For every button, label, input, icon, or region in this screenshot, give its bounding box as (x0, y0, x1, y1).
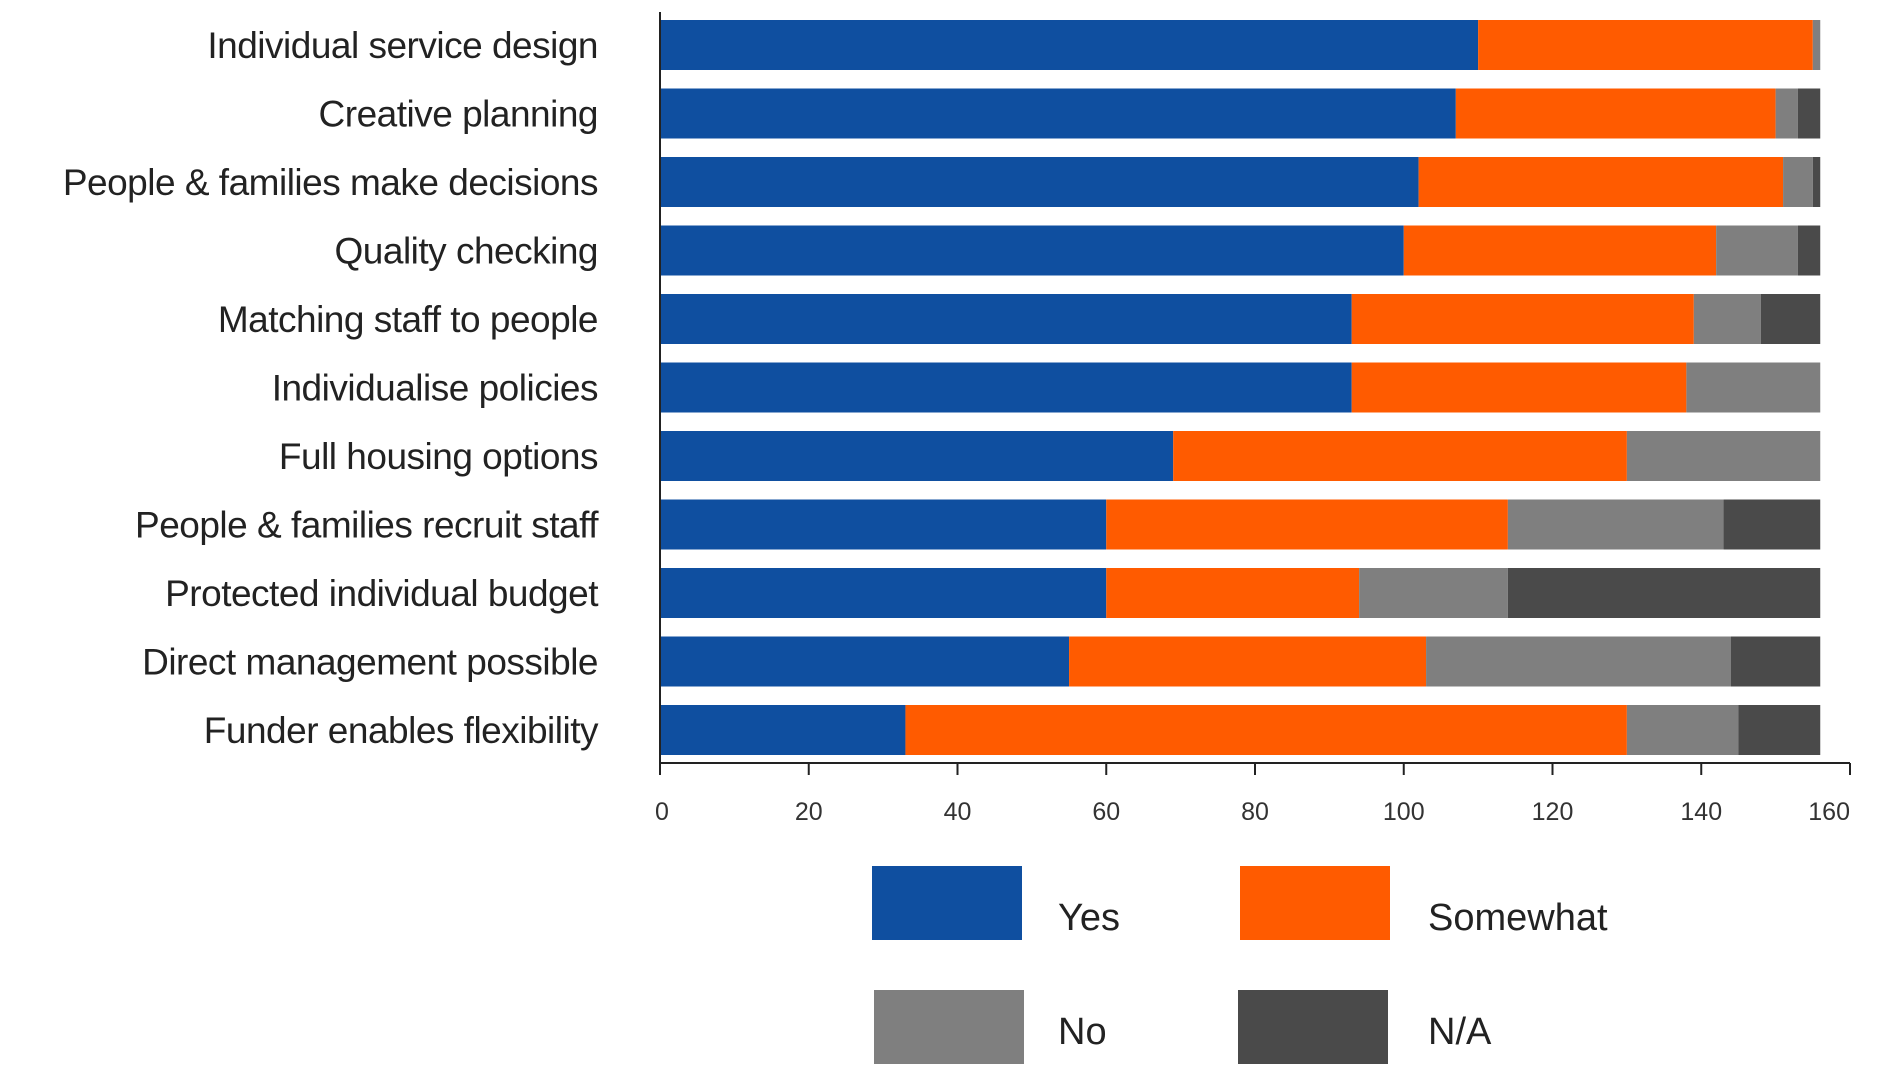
bar-segment-yes (660, 705, 906, 755)
category-label: Matching staff to people (218, 299, 598, 340)
legend: Yes Somewhat No N/A (872, 866, 1608, 1064)
x-tick-label: 0 (655, 798, 669, 826)
bar-segment-somewhat (1403, 225, 1717, 276)
legend-label-no: No (1058, 1011, 1107, 1053)
bar-segment-somewhat (1351, 294, 1694, 344)
x-tick-label: 160 (1808, 798, 1850, 826)
bar-segment-n-a (1812, 157, 1821, 207)
category-label: Full housing options (279, 436, 598, 477)
bar-segment-yes (660, 20, 1479, 70)
category-label: Individual service design (207, 25, 598, 66)
bar-segment-somewhat (1351, 362, 1687, 413)
x-tick-label: 140 (1680, 798, 1722, 826)
legend-label-yes: Yes (1058, 897, 1120, 939)
category-label: Protected individual budget (165, 573, 599, 614)
bar-segment-no (1359, 568, 1508, 618)
bar-segment-yes (660, 568, 1107, 618)
bar-segment-yes (660, 294, 1352, 344)
category-label: Direct management possible (142, 642, 598, 683)
category-labels: Individual service design Creative planni… (63, 25, 600, 751)
bar-segment-yes (660, 362, 1352, 413)
bar-segment-yes (660, 431, 1174, 481)
bar-segment-n-a (1731, 636, 1821, 687)
x-tick-label: 100 (1383, 798, 1425, 826)
bar-segment-somewhat (1106, 499, 1508, 550)
x-tick-label: 80 (1241, 798, 1269, 826)
legend-swatch-n-a (1238, 990, 1388, 1064)
bar-segment-yes (660, 157, 1419, 207)
legend-label-somewhat: Somewhat (1428, 897, 1608, 939)
bar-segment-somewhat (1173, 431, 1627, 481)
bar-segment-yes (660, 225, 1404, 276)
bar-segment-no (1693, 294, 1761, 344)
category-label: Funder enables flexibility (204, 710, 599, 751)
legend-swatch-somewhat (1240, 866, 1390, 940)
x-tick-label: 120 (1532, 798, 1574, 826)
category-label: Individualise policies (272, 368, 598, 409)
bar-segment-n-a (1723, 499, 1821, 550)
bar-segment-somewhat (1418, 157, 1784, 207)
legend-swatch-yes (872, 866, 1022, 940)
bar-segment-no (1775, 88, 1798, 139)
bar-segment-somewhat (905, 705, 1627, 755)
bar-segment-yes (660, 88, 1456, 139)
bar-segment-no (1716, 225, 1798, 276)
bar-segment-yes (660, 636, 1070, 687)
bar-segment-no (1783, 157, 1813, 207)
category-label: People & families recruit staff (135, 505, 599, 546)
bar-segment-no (1626, 705, 1739, 755)
category-label: People & families make decisions (63, 162, 598, 203)
bar-segment-somewhat (1455, 88, 1776, 139)
bar-segment-somewhat (1069, 636, 1427, 687)
bar-segment-no (1426, 636, 1731, 687)
x-tick-label: 60 (1092, 798, 1120, 826)
bars-layer (660, 20, 1821, 755)
x-tick-label: 20 (795, 798, 823, 826)
category-label: Quality checking (335, 231, 598, 272)
legend-label-n-a: N/A (1428, 1011, 1492, 1053)
bar-segment-yes (660, 499, 1107, 550)
x-axis: 0 20 40 60 80 100 120 140 160 (655, 12, 1851, 826)
bar-segment-n-a (1507, 568, 1821, 618)
bar-segment-no (1507, 499, 1724, 550)
category-label: Creative planning (319, 94, 598, 135)
bar-segment-no (1626, 431, 1821, 481)
bar-segment-n-a (1760, 294, 1821, 344)
x-tick-label: 40 (944, 798, 972, 826)
bar-segment-somewhat (1106, 568, 1360, 618)
legend-swatch-no (874, 990, 1024, 1064)
bar-segment-n-a (1738, 705, 1821, 755)
bar-segment-somewhat (1478, 20, 1813, 70)
bar-segment-no (1686, 362, 1821, 413)
bar-segment-no (1812, 20, 1821, 70)
bar-segment-n-a (1797, 88, 1821, 139)
bar-segment-n-a (1797, 225, 1821, 276)
